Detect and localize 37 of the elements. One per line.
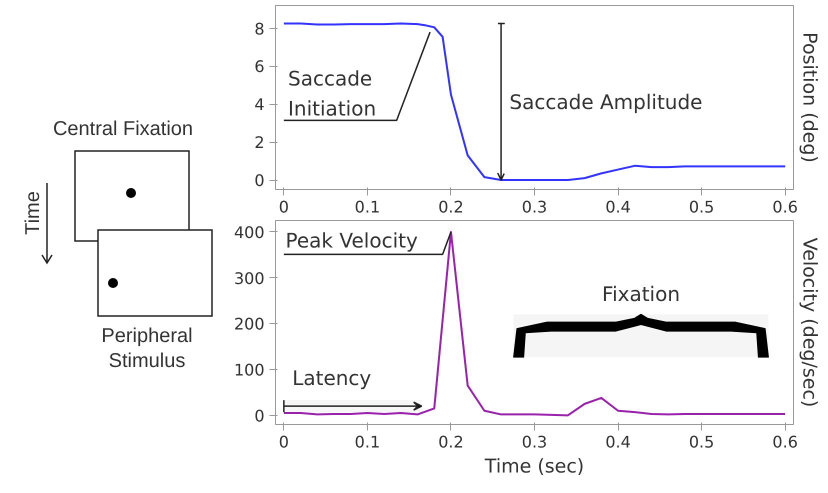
annotation: Saccade Initiation: [288, 66, 376, 120]
x-tick-label: 0.3: [522, 198, 548, 216]
text: Central Fixation: [52, 118, 194, 140]
band-label: Fixation: [602, 282, 680, 306]
y-tick-label: 6: [254, 57, 265, 76]
y-tick-label: 200: [234, 314, 265, 334]
x-tick-label: 0.6: [772, 432, 798, 452]
x-tick-label: 0.2: [438, 432, 464, 452]
x-tick-label: 0.5: [688, 198, 714, 216]
x-tick-label: 0: [278, 198, 289, 216]
x-tick-label: 0.2: [438, 198, 464, 216]
line-series: [282, 230, 786, 416]
x-tick-label: 0.6: [772, 198, 798, 216]
x-axis-title: Time (sec): [484, 456, 584, 478]
line-series: [282, 22, 786, 182]
x-tick-label: 0.4: [605, 432, 631, 452]
x-tick-label: 0.1: [354, 198, 380, 216]
text: Peripheral Stimulus: [101, 325, 193, 372]
y-tick-label: 300: [234, 268, 265, 288]
x-tick-label: 0.5: [688, 432, 714, 452]
x-tick-label: 0.4: [605, 198, 631, 216]
y-tick-label: 2: [254, 133, 265, 152]
ref-line-label: Saccade Amplitude: [509, 90, 702, 114]
y-axis-title: Velocity (deg/sec): [798, 238, 820, 408]
x-tick-label: 0.3: [522, 432, 548, 452]
x-tick-label: 0.1: [354, 432, 380, 452]
y-axis-title: Position (deg): [798, 32, 820, 163]
y-tick-label: 0: [254, 406, 265, 426]
band-label: Latency: [292, 366, 372, 390]
y-tick-label: 8: [254, 19, 265, 38]
y-tick-label: 0: [254, 171, 265, 190]
text: Time: [22, 191, 44, 235]
annotation: Peak Velocity: [286, 228, 418, 252]
x-tick-label: 0: [278, 432, 289, 452]
y-tick-label: 4: [254, 95, 265, 114]
y-tick-label: 400: [234, 222, 265, 242]
y-tick-label: 100: [234, 360, 265, 380]
